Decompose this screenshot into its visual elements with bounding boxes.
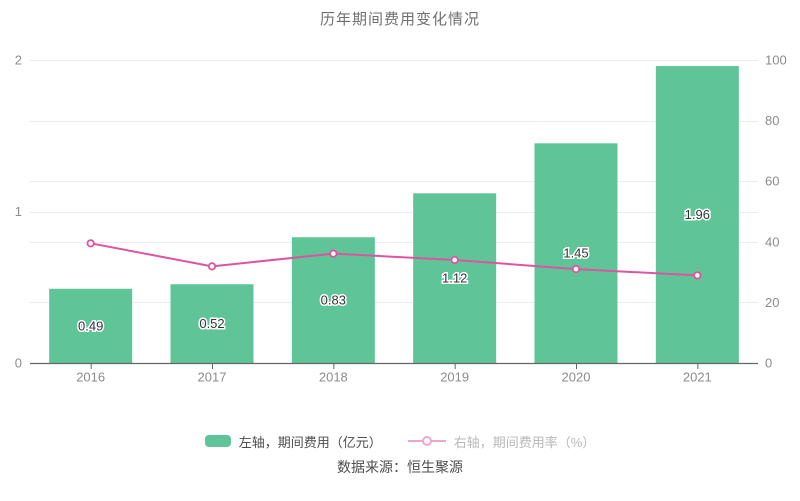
- bar-value-label-2021: 1.96: [685, 207, 710, 222]
- right-axis-tick-label: 100: [765, 53, 787, 68]
- left-axis-tick-label: 0: [15, 356, 22, 371]
- legend-label-line-series: 右轴，期间费用率（%）: [453, 434, 596, 450]
- x-axis-label-2021: 2021: [683, 370, 712, 385]
- chart-legend: 左轴，期间费用（亿元） 右轴，期间费用率（%）: [0, 432, 800, 451]
- x-axis-label-2020: 2020: [562, 370, 591, 385]
- data-source-caption: 数据来源：恒生聚源: [337, 459, 463, 475]
- rate-line: [90, 242, 698, 277]
- rate-point-2020: [571, 264, 581, 274]
- line-series-swatch-icon: [407, 436, 446, 446]
- left-axis-tick-label: 2: [15, 53, 22, 68]
- x-axis-label-2017: 2017: [198, 370, 227, 385]
- rate-point-2021: [693, 271, 702, 280]
- bar-value-label-2017: 0.52: [199, 316, 224, 331]
- right-axis-tick-label: 20: [765, 295, 779, 310]
- x-axis-label-2018: 2018: [319, 370, 348, 385]
- right-axis-tick-label: 40: [765, 234, 779, 249]
- bar-2016: [49, 288, 133, 363]
- left-axis-tick-label: 1: [15, 204, 22, 219]
- bar-2019: [413, 193, 497, 363]
- right-axis-tick-label: 0: [765, 356, 772, 371]
- bar-2021: [655, 66, 739, 363]
- bar-2018: [291, 237, 375, 363]
- bar-value-label-2016: 0.49: [78, 318, 103, 333]
- rate-point-2017: [207, 262, 217, 271]
- bar-series-swatch-icon: [204, 435, 231, 447]
- bar-2017: [170, 284, 254, 363]
- legend-item-bar-series[interactable]: 左轴，期间费用（亿元）: [204, 432, 382, 451]
- right-axis-tick-label: 80: [765, 113, 779, 128]
- rate-point-2018: [329, 249, 338, 258]
- bar-value-label-2018: 0.83: [321, 293, 346, 308]
- legend-label-bar-series: 左轴，期间费用（亿元）: [238, 434, 382, 450]
- right-axis-tick-label: 60: [765, 174, 779, 189]
- legend-item-line-series[interactable]: 右轴，期间费用率（%）: [407, 432, 596, 451]
- rate-point-2019: [450, 255, 459, 265]
- x-axis-label-2016: 2016: [76, 370, 105, 385]
- x-axis-label-2019: 2019: [440, 370, 469, 385]
- rate-point-2016: [86, 239, 95, 248]
- bar-2020: [534, 143, 618, 363]
- bar-value-label-2019: 1.12: [442, 271, 467, 286]
- chart-plot-area: 0.49 0.52 0.83 1.12 1.45 1.96 2016 2017 2018 2019…: [15, 53, 787, 385]
- chart-title: 历年期间费用变化情况: [319, 11, 480, 28]
- bar-value-label-2020: 1.45: [563, 246, 588, 261]
